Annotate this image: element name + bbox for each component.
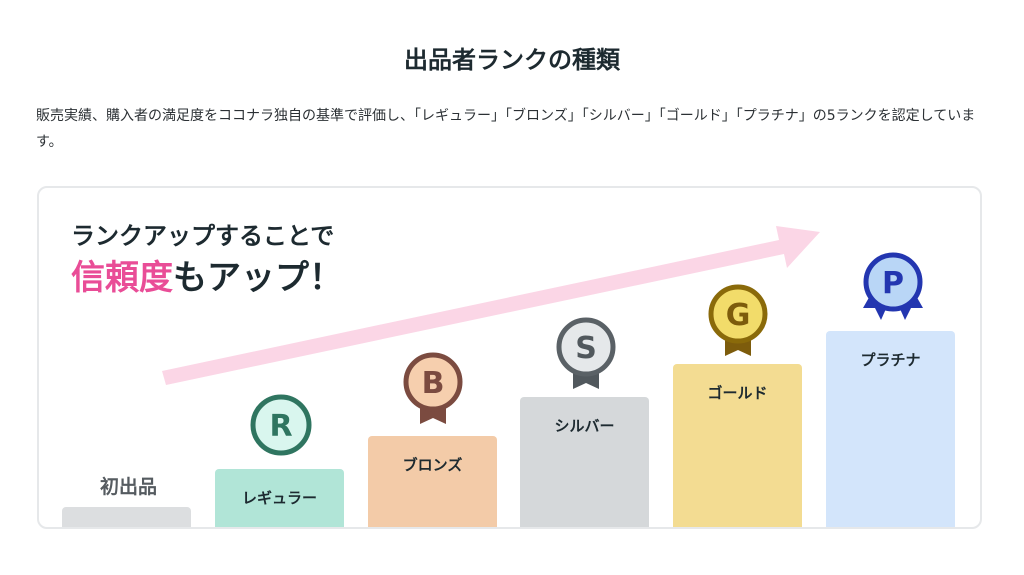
headline-rest: もアップ！ [173, 258, 343, 298]
platinum-medal-icon: P [863, 252, 923, 320]
rank-bar-platinum: プラチナ [826, 331, 955, 527]
svg-text:P: P [882, 266, 904, 301]
rank-label: プラチナ [860, 351, 921, 369]
headline-highlight: 信頼度 [71, 258, 173, 298]
svg-text:G: G [726, 298, 751, 333]
gold-medal-icon: G [708, 284, 768, 356]
rank-label-first: 初出品 [99, 476, 157, 498]
svg-text:R: R [269, 409, 292, 444]
rank-label: レギュラー [241, 489, 317, 507]
headline-line2: 信頼度もアップ！ [71, 250, 343, 299]
rank-bar-gold: ゴールド [673, 364, 802, 527]
rank-label: ブロンズ [402, 456, 463, 474]
rank-label: シルバー [554, 417, 615, 435]
rank-label: ゴールド [707, 384, 768, 402]
silver-medal-icon: S [556, 317, 616, 389]
bronze-medal-icon: B [403, 352, 463, 424]
rank-infographic: ランクアップすることで 信頼度もアップ！ 初出品 レギュラー ブロンズ シルバー… [37, 186, 982, 529]
page-title: 出品者ランクの種類 [404, 46, 620, 74]
rank-bar-first [62, 507, 191, 527]
headline-line1: ランクアップすることで [71, 222, 335, 250]
regular-badge-icon: R [250, 394, 312, 456]
svg-text:B: B [422, 366, 445, 401]
rank-bar-bronze: ブロンズ [368, 436, 497, 527]
rank-bar-silver: シルバー [520, 397, 649, 527]
description: 販売実績、購入者の満足度をココナラ独自の基準で評価し、「レギュラー」「ブロンズ」… [36, 108, 976, 150]
rank-bar-regular: レギュラー [215, 469, 344, 527]
rank-up-arrow-icon [162, 226, 820, 385]
svg-text:S: S [575, 331, 597, 366]
